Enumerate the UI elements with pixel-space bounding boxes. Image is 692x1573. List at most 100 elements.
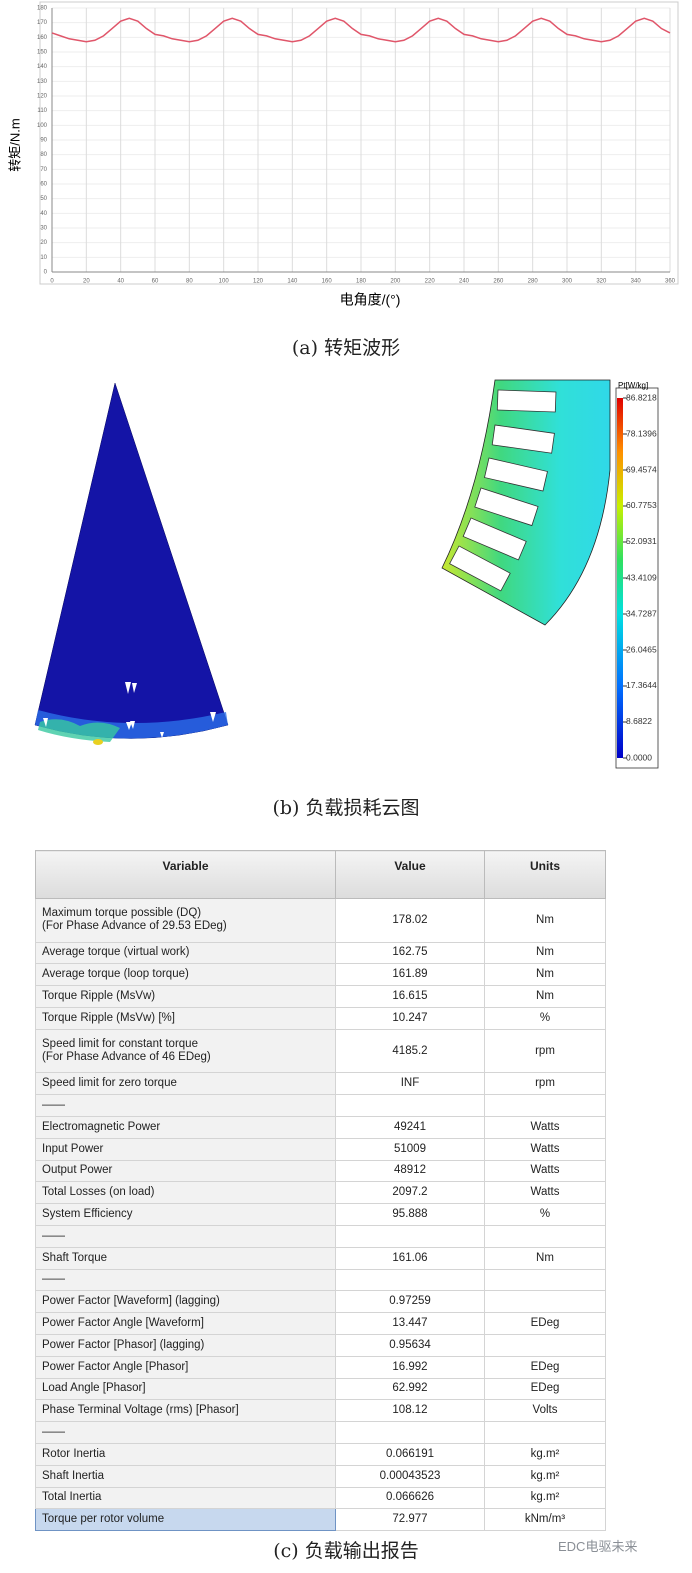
y-tick-label: 90 bbox=[40, 138, 47, 144]
torque-line bbox=[51, 17, 671, 43]
table-cell: Average torque (virtual work) bbox=[35, 941, 336, 965]
table-cell: Torque per rotor volume bbox=[35, 1508, 336, 1532]
table-cell: Power Factor Angle [Phasor] bbox=[35, 1355, 336, 1379]
table-cell: 108.12 bbox=[335, 1399, 485, 1423]
table-row: Average torque (loop torque) 161.89 Nm bbox=[35, 963, 606, 987]
table-cell: 2097.2 bbox=[335, 1181, 485, 1205]
x-tick-label: 80 bbox=[186, 279, 193, 285]
table-cell: 95.888 bbox=[335, 1203, 485, 1226]
table-row: Speed limit for constant torque (For Pha… bbox=[35, 1028, 606, 1074]
table-row: System Efficiency 95.888% bbox=[35, 1203, 606, 1226]
y-tick-label: 100 bbox=[37, 123, 48, 129]
table-cell: EDeg bbox=[484, 1355, 606, 1379]
x-tick-label: 0 bbox=[50, 279, 54, 285]
table-row: Average torque (virtual work) 162.75 Nm bbox=[35, 941, 606, 965]
table-row: Torque Ripple (MsVw) [%] 10.247% bbox=[35, 1006, 606, 1030]
loss-map: Pt[W/kg] 86.8218 78.1396 69.4574 60.7753 52.… bbox=[34, 379, 659, 769]
y-tick-label: 140 bbox=[37, 64, 48, 70]
y-tick-label: 130 bbox=[37, 79, 48, 85]
y-tick-label: 60 bbox=[40, 182, 47, 188]
table-cell: Power Factor Angle [Waveform] bbox=[35, 1312, 336, 1335]
x-tick-label: 60 bbox=[152, 279, 159, 285]
table-cell bbox=[484, 1290, 606, 1314]
y-tick-label: 40 bbox=[40, 211, 47, 217]
colorbar-tick-label: 78.1396 bbox=[626, 428, 657, 438]
table-cell: Maximum torque possible (DQ) (For Phase … bbox=[35, 898, 336, 943]
x-tick-label: 340 bbox=[631, 279, 642, 285]
rotor-segment bbox=[34, 382, 229, 739]
table-cell: rpm bbox=[484, 1072, 606, 1096]
colorbar-tick-label: 43.4109 bbox=[626, 572, 657, 582]
header-row: Variable Value Units bbox=[35, 850, 606, 899]
table-cell bbox=[484, 1421, 606, 1444]
column-header: Value bbox=[335, 850, 485, 899]
y-tick-label: 170 bbox=[37, 20, 48, 26]
table-cell bbox=[484, 1094, 606, 1117]
table-cell: Watts bbox=[484, 1181, 606, 1205]
x-tick-label: 220 bbox=[425, 279, 436, 285]
table-cell: Watts bbox=[484, 1159, 606, 1183]
table-row: Maximum torque possible (DQ) (For Phase … bbox=[35, 898, 606, 943]
table-cell bbox=[335, 1268, 485, 1292]
table-cell: 16.615 bbox=[335, 985, 485, 1008]
table-cell: % bbox=[484, 1006, 606, 1030]
x-tick-label: 20 bbox=[83, 279, 90, 285]
table-cell: —— bbox=[35, 1224, 336, 1248]
table-cell: Shaft Torque bbox=[35, 1246, 336, 1270]
table-cell: —— bbox=[35, 1421, 336, 1444]
table-row: Power Factor [Phasor] (lagging) 0.95634 bbox=[35, 1333, 606, 1357]
table-row: Rotor Inertia 0.066191 kg.m² bbox=[35, 1442, 606, 1466]
table-cell bbox=[484, 1224, 606, 1248]
table-cell: % bbox=[484, 1203, 606, 1226]
rotor-hotspot bbox=[93, 739, 103, 745]
report-table: Variable Value Units Maximum torque possib… bbox=[35, 850, 606, 1532]
table-row: Speed limit for zero torque INF rpm bbox=[35, 1072, 606, 1096]
table-cell: rpm bbox=[484, 1028, 606, 1074]
table-cell: 0.00043523 bbox=[335, 1464, 485, 1488]
x-tick-label: 360 bbox=[665, 279, 676, 285]
table-cell: Nm bbox=[484, 898, 606, 943]
table-row: —— bbox=[35, 1268, 606, 1292]
table-cell: 178.02 bbox=[335, 898, 485, 943]
table-cell: 0.97259 bbox=[335, 1290, 485, 1314]
table-cell bbox=[335, 1224, 485, 1248]
table-row: Shaft Torque 161.06 Nm bbox=[35, 1246, 606, 1270]
colorbar-tick-label: 60.7753 bbox=[626, 500, 657, 510]
caption: (a) 转矩波形 bbox=[291, 337, 401, 359]
x-tick-label: 160 bbox=[322, 279, 333, 285]
x-tick-label: 200 bbox=[390, 279, 401, 285]
y-tick-label: 0 bbox=[44, 270, 48, 276]
x-tick-label: 260 bbox=[493, 279, 504, 285]
table-cell: Average torque (loop torque) bbox=[35, 963, 336, 987]
table-cell bbox=[335, 1094, 485, 1117]
table-cell: Total Losses (on load) bbox=[35, 1181, 336, 1205]
colorbar-title: Pt[W/kg] bbox=[618, 381, 648, 390]
chart-frame bbox=[39, 1, 679, 285]
table-cell: Power Factor [Waveform] (lagging) bbox=[35, 1290, 336, 1314]
table-cell: Volts bbox=[484, 1399, 606, 1423]
y-tick-label: 180 bbox=[37, 6, 48, 12]
x-tick-label: 300 bbox=[562, 279, 573, 285]
table-cell: —— bbox=[35, 1268, 336, 1292]
y-tick-label: 120 bbox=[37, 94, 48, 100]
y-tick-label: 80 bbox=[40, 152, 47, 158]
magnet-slots bbox=[43, 682, 216, 738]
x-tick-label: 180 bbox=[356, 279, 367, 285]
table-cell: 16.992 bbox=[335, 1355, 485, 1379]
table-cell: Torque Ripple (MsVw) [%] bbox=[35, 1006, 336, 1030]
y-tick-label: 160 bbox=[37, 35, 48, 41]
y-tick-label: 150 bbox=[37, 50, 48, 56]
table-cell bbox=[335, 1421, 485, 1444]
table-cell: Nm bbox=[484, 963, 606, 987]
table-cell: EDeg bbox=[484, 1312, 606, 1335]
column-header: Variable bbox=[35, 850, 336, 899]
table-cell: Watts bbox=[484, 1115, 606, 1139]
table-cell: Electromagnetic Power bbox=[35, 1115, 336, 1139]
table-cell: 161.89 bbox=[335, 963, 485, 987]
caption: (c) 负载输出报告 bbox=[273, 1540, 419, 1562]
table-cell bbox=[484, 1268, 606, 1292]
y-tick-label: 30 bbox=[40, 226, 47, 232]
table-cell: kNm/m³ bbox=[484, 1508, 606, 1532]
table-cell: 62.992 bbox=[335, 1377, 485, 1401]
y-axis-label: 转矩/N.m bbox=[7, 118, 22, 171]
